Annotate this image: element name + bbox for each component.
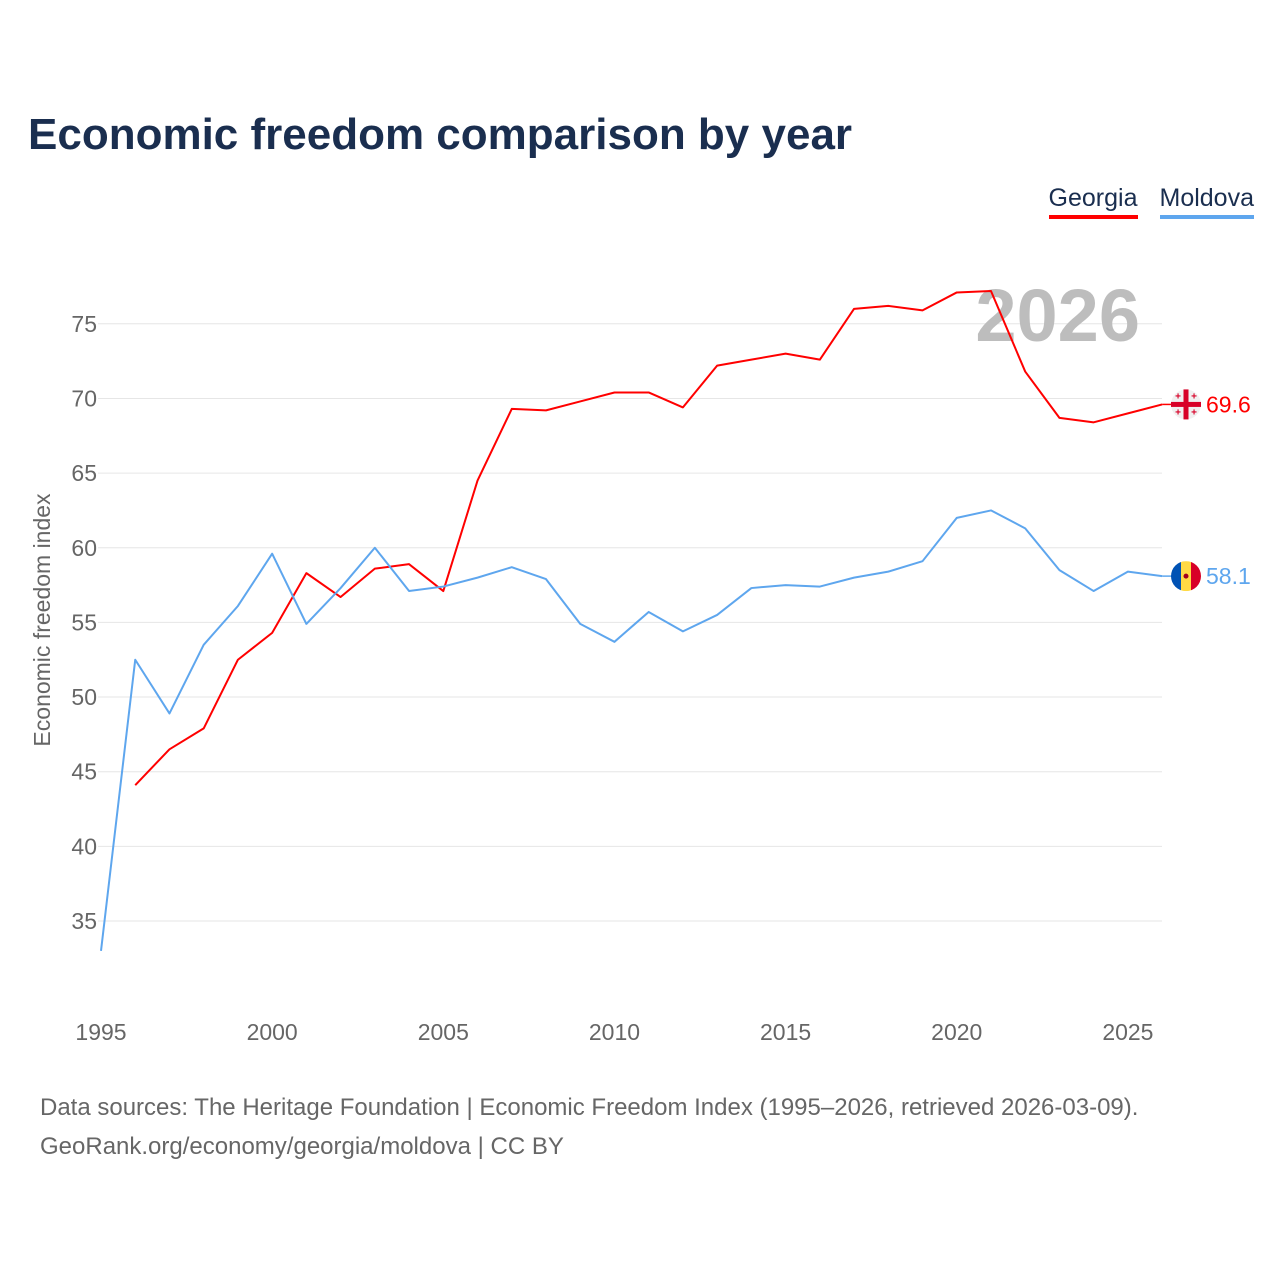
moldova-flag-stripe: [1191, 561, 1201, 592]
moldova-flag-emblem: [1183, 573, 1189, 579]
end-value-label: 58.1: [1206, 563, 1251, 589]
x-tick-label: 2000: [247, 1019, 298, 1045]
series-line-georgia: [134, 289, 1163, 786]
x-tick-label: 2010: [589, 1019, 640, 1045]
end-value-label: 69.6: [1206, 391, 1251, 417]
legend-georgia[interactable]: Georgia: [1048, 184, 1138, 219]
year-annotation: 2026: [975, 274, 1140, 357]
y-tick-label: 55: [71, 609, 97, 635]
y-tick-label: 45: [71, 759, 97, 785]
georgia-flag-cross-v: [1183, 389, 1189, 420]
moldova-flag-stripe: [1171, 561, 1181, 592]
georgia-flag-small-cross: +: [1175, 391, 1181, 402]
x-tick-label: 2025: [1102, 1019, 1153, 1045]
footer: Data sources: The Heritage Foundation | …: [40, 1088, 1138, 1166]
legend-moldova[interactable]: Moldova: [1159, 184, 1254, 219]
georgia-flag-small-cross: +: [1191, 391, 1197, 402]
x-tick-label: 1995: [75, 1019, 126, 1045]
georgia-flag-small-cross: +: [1191, 407, 1197, 418]
x-tick-label: 2005: [418, 1019, 469, 1045]
y-axis-label: Economic freedom index: [29, 493, 55, 747]
y-tick-label: 35: [71, 908, 97, 934]
series-line-moldova: [100, 509, 1163, 951]
data-source: Data sources: The Heritage Foundation | …: [40, 1094, 1139, 1121]
chart-title: Economic freedom comparison by year: [28, 110, 853, 159]
y-tick-label: 50: [71, 684, 97, 710]
x-tick-label: 2020: [931, 1019, 982, 1045]
legend: Georgia Moldova: [1048, 184, 1254, 219]
x-tick-label: 2015: [760, 1019, 811, 1045]
y-tick-label: 40: [71, 833, 97, 859]
y-tick-label: 70: [71, 385, 97, 411]
source-link[interactable]: GeoRank.org/economy/georgia/moldova | CC…: [40, 1133, 564, 1160]
y-tick-label: 60: [71, 535, 97, 561]
y-tick-label: 65: [71, 460, 97, 486]
y-tick-label: 75: [71, 311, 97, 337]
georgia-flag-small-cross: +: [1175, 407, 1181, 418]
